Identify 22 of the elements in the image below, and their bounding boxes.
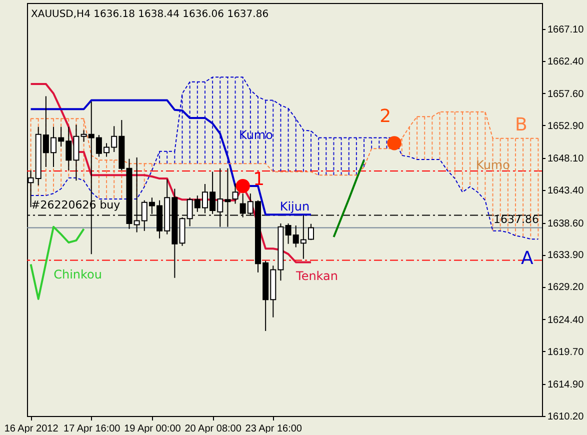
y-tick-label: 1610.20: [548, 412, 584, 422]
y-tick-label: 1638.60: [548, 218, 584, 230]
series-label: Tenkan: [295, 269, 338, 284]
y-tick-label: 1657.60: [548, 88, 584, 100]
y-tick-label: 1633.90: [548, 250, 584, 262]
y-tick-label: 1648.10: [548, 154, 584, 165]
series-label: Chinkou: [54, 267, 102, 282]
y-tick-label: 1643.40: [548, 186, 584, 197]
y-tick-label: 1667.10: [548, 24, 584, 36]
annotation: Kumo: [239, 128, 273, 142]
y-tick-label: 1652.90: [548, 120, 584, 132]
y-tick-label: 1614.90: [548, 380, 584, 391]
series-label: A: [521, 248, 534, 270]
series-label: 1: [253, 169, 265, 190]
y-tick-label: 1629.20: [548, 282, 584, 294]
series-label: Kijun: [280, 200, 310, 214]
y-tick-label: 1624.40: [548, 314, 584, 326]
series-label: 2: [380, 106, 392, 128]
text: XAUUSD,H4 1636.18 1638.44 1636.06 1637.86: [31, 9, 269, 20]
series-label: B: [515, 114, 528, 136]
y-tick-label: 1619.70: [548, 346, 584, 358]
y-tick-label: 1662.40: [548, 56, 584, 68]
